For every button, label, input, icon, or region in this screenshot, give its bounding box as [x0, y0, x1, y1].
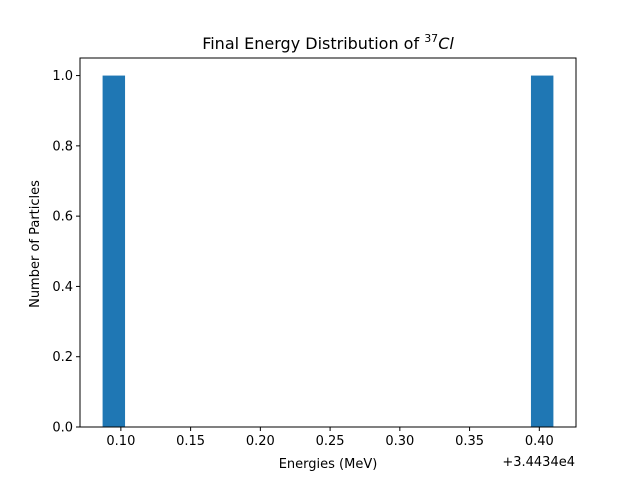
- histogram-bar: [530, 75, 554, 428]
- x-axis-offset-label: +3.4434e4: [502, 455, 575, 470]
- y-tick-label: 0.6: [52, 210, 73, 225]
- chart-title: Final Energy Distribution of 37Cl: [202, 32, 454, 53]
- y-tick-label: 0.0: [52, 421, 73, 436]
- x-axis-label: Energies (MeV): [279, 457, 378, 472]
- plot-area: 0.10 0.15 0.20 0.25 0.30 0.35 0.40 0.0 0.2 0.4 0.6…: [52, 57, 577, 449]
- x-tick-label: 0.35: [455, 434, 484, 449]
- x-tick-label: 0.10: [106, 434, 135, 449]
- x-tick-label: 0.15: [176, 434, 205, 449]
- y-tick-label: 0.4: [52, 280, 73, 295]
- histogram-bar: [102, 75, 126, 428]
- x-tick-label: 0.30: [385, 434, 414, 449]
- y-axis-label: Number of Particles: [28, 180, 43, 308]
- y-tick-label: 0.8: [52, 139, 73, 154]
- x-tick-label: 0.25: [316, 434, 345, 449]
- x-tick-label: 0.40: [525, 434, 554, 449]
- y-tick-label: 0.2: [52, 350, 73, 365]
- y-tick-label: 1.0: [52, 69, 73, 84]
- axes-frame: [79, 57, 577, 428]
- x-tick-label: 0.20: [246, 434, 275, 449]
